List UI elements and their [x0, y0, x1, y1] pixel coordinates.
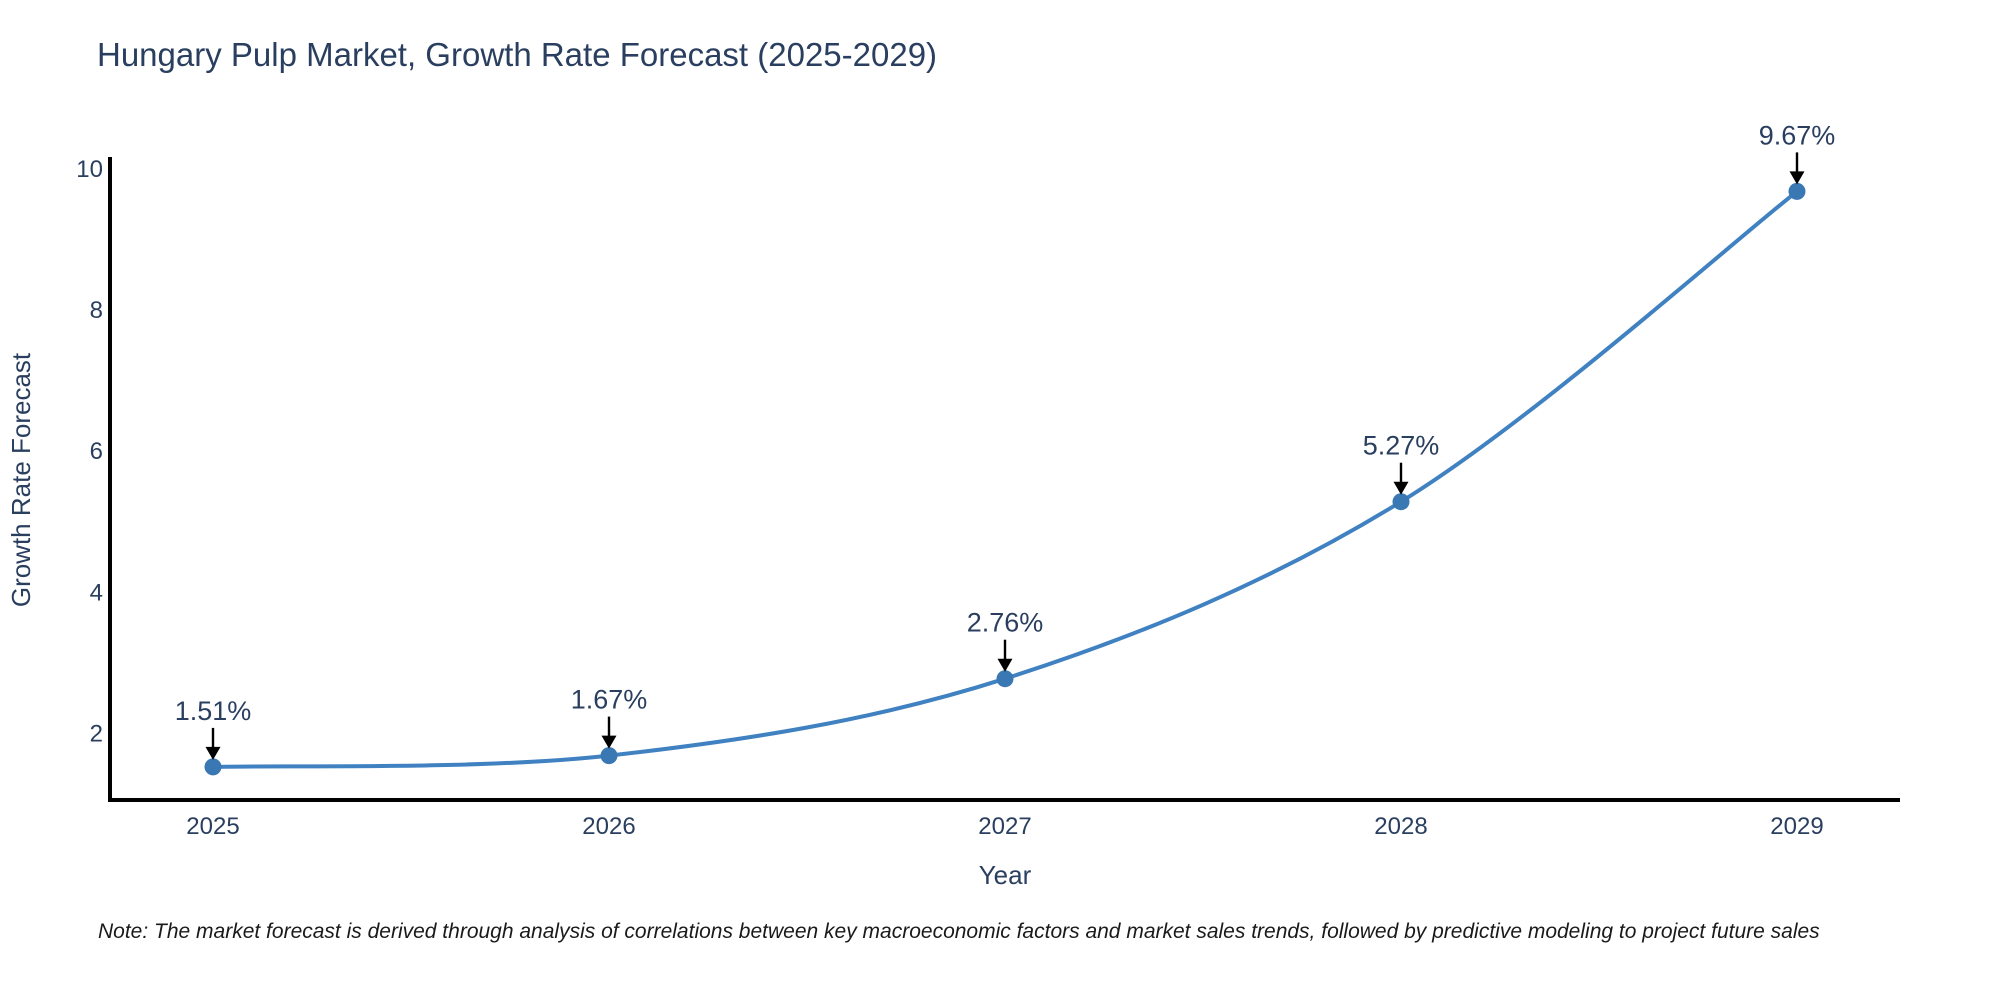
x-tick-label: 2027 — [978, 813, 1031, 840]
y-tick-label: 8 — [90, 297, 103, 324]
footnote: Note: The market forecast is derived thr… — [98, 920, 1820, 943]
plot-area: 2 4 6 8 10 2025 2026 2027 2028 2029 1.51% 1.67% 2.76… — [76, 120, 1900, 840]
axis-spines — [108, 157, 1900, 802]
annotation-label: 1.51% — [175, 696, 252, 726]
annotation-arrowhead — [997, 658, 1013, 672]
x-tick-label: 2029 — [1770, 813, 1823, 840]
chart-title: Hungary Pulp Market, Growth Rate Forecas… — [97, 36, 937, 73]
annotation-arrowhead — [601, 735, 617, 749]
y-tick-label: 10 — [76, 156, 103, 183]
annotation-label: 9.67% — [1759, 120, 1836, 150]
annotation-arrowhead — [1789, 171, 1805, 185]
annotation-label: 5.27% — [1363, 431, 1440, 461]
x-tick-label: 2026 — [582, 813, 635, 840]
x-axis-title: Year — [979, 860, 1032, 890]
data-point — [1788, 182, 1806, 200]
y-tick-label: 4 — [90, 579, 103, 606]
x-tick-label: 2025 — [186, 813, 239, 840]
x-tick-label: 2028 — [1374, 813, 1427, 840]
data-point — [204, 758, 222, 776]
annotation-label: 1.67% — [571, 685, 648, 715]
annotation-arrowhead — [1393, 481, 1409, 495]
series-line — [211, 189, 1799, 769]
data-point — [1392, 493, 1410, 511]
y-tick-label: 2 — [90, 720, 103, 747]
data-point — [600, 747, 618, 765]
annotation-arrowhead — [205, 746, 221, 760]
data-point — [996, 670, 1014, 688]
annotation-label: 2.76% — [967, 608, 1044, 638]
y-axis-title: Growth Rate Forecast — [6, 352, 36, 607]
y-tick-label: 6 — [90, 438, 103, 465]
